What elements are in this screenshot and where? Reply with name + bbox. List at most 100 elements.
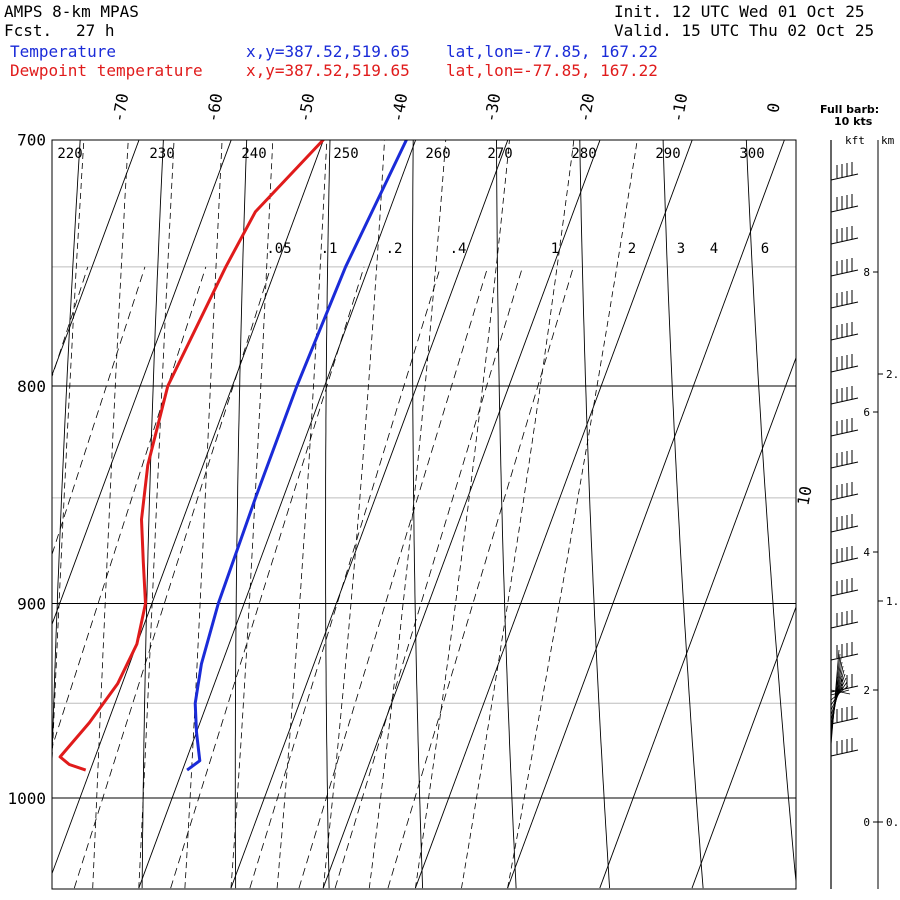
wind-barb: [830, 194, 859, 213]
chart-grid: [0, 113, 796, 889]
moist-adiabat: [322, 140, 385, 889]
temperature-tick-label: -50: [295, 92, 319, 124]
wind-barb-column: kft km 8 6 4 2 0 2. 1. 0.: [830, 134, 899, 889]
mixing-ratio-line: [298, 266, 489, 889]
mixing-ratio-line: [249, 266, 441, 889]
isotherm: [138, 140, 417, 889]
temperature-tick-label: 0: [763, 101, 783, 114]
isotherm: [0, 113, 57, 888]
kft-tick-label: 4: [863, 546, 870, 559]
dry-adiabat: [496, 140, 517, 889]
temperature-tick-label: -70: [109, 92, 133, 124]
dry-adiabat: [52, 140, 81, 775]
moist-adiabat: [415, 140, 510, 889]
theta-label: 290: [655, 146, 680, 162]
dry-adiabat: [325, 140, 331, 889]
mixing-ratio-label: .4: [450, 241, 467, 257]
legend-dewpoint-xy: x,y=387.52,519.65: [246, 61, 410, 80]
mixing-ratio-line: [170, 266, 365, 889]
isotherm: [52, 140, 232, 626]
kft-tick-label: 2: [863, 684, 870, 697]
legend-dewpoint-name: Dewpoint temperature: [10, 61, 203, 80]
mixing-ratio-label: .05: [266, 241, 291, 257]
wind-barb: [830, 258, 859, 277]
model-title: AMPS 8-km MPAS: [4, 2, 139, 21]
wind-barb: [830, 226, 859, 245]
isotherm: [691, 605, 796, 889]
moist-adiabat: [230, 140, 274, 889]
dry-adiabat: [662, 140, 704, 889]
km-tick-label: 1.: [886, 595, 899, 608]
moist-adiabat: [184, 140, 223, 889]
moist-adiabat: [92, 140, 129, 889]
wind-barb: [830, 322, 859, 341]
legend-temperature-xy: x,y=387.52,519.65: [246, 42, 410, 61]
wind-barb: [830, 578, 859, 597]
pressure-tick-label: 700: [17, 130, 46, 149]
forecast-hours: 27 h: [76, 21, 115, 40]
theta-label: 260: [425, 146, 450, 162]
dry-adiabat: [234, 140, 248, 889]
isotherm: [322, 140, 601, 889]
wind-barb: [830, 482, 859, 501]
temperature-tick-label: 10: [793, 485, 815, 507]
km-tick-label: 2.: [886, 368, 899, 381]
dry-adiabat: [745, 140, 796, 887]
mixing-ratio-label: 4: [710, 241, 718, 257]
wind-barb: [830, 546, 859, 565]
wind-barb: [830, 386, 859, 405]
dry-adiabat: [579, 140, 611, 889]
barb-legend-line2: 10 kts: [834, 115, 873, 128]
theta-label: 300: [739, 146, 764, 162]
wind-barb: [830, 290, 859, 309]
wind-barb: [830, 706, 859, 725]
wind-barb-lower: [830, 649, 840, 746]
moist-adiabat: [52, 140, 85, 771]
dewpoint-profile: [58, 140, 325, 772]
moist-adiabat: [461, 140, 575, 889]
wind-barb: [830, 610, 859, 629]
isotherm: [230, 140, 509, 889]
pressure-tick-label: 800: [17, 377, 46, 396]
isotherm: [52, 140, 140, 377]
temperature-tick-label: -10: [668, 92, 692, 124]
wind-barb: [830, 642, 859, 661]
km-label: km: [881, 134, 895, 147]
mixing-ratio-label: 3: [677, 241, 685, 257]
dry-adiabat: [141, 140, 164, 889]
temperature-tick-label: -40: [388, 92, 412, 124]
kft-tick-label: 8: [863, 266, 870, 279]
kft-tick-label: 0: [863, 816, 870, 829]
temperature-tick-label: -30: [481, 92, 505, 124]
temperature-tick-label: -20: [575, 92, 599, 124]
wind-barb: [830, 162, 859, 181]
isotherm: [599, 356, 796, 889]
mixing-ratio-label: .2: [386, 241, 403, 257]
mixing-ratio-label: 6: [761, 241, 769, 257]
mixing-ratio-label: 1: [551, 241, 559, 257]
km-tick-label: 0.: [886, 816, 899, 829]
dry-adiabat: [412, 140, 424, 889]
mixing-ratio-line: [73, 266, 272, 889]
barb-legend-line1: Full barb:: [820, 103, 880, 116]
wind-barb: [830, 450, 859, 469]
wind-barb: [830, 418, 859, 437]
theta-label: 230: [149, 146, 174, 162]
legend-temperature-name: Temperature: [10, 42, 116, 61]
kft-tick-label: 6: [863, 406, 870, 419]
plot-frame: [51, 139, 797, 890]
temperature-tick-label: -60: [203, 92, 227, 124]
legend-dewpoint-latlon: lat,lon=-77.85, 167.22: [446, 61, 658, 80]
mixing-ratio-line: [334, 266, 523, 889]
theta-label: 280: [571, 146, 596, 162]
mixing-ratio-label: 2: [628, 241, 636, 257]
init-time: Init. 12 UTC Wed 01 Oct 25: [614, 2, 865, 21]
theta-label: 220: [57, 146, 82, 162]
moist-adiabat: [276, 140, 328, 889]
theta-label: 240: [241, 146, 266, 162]
wind-barb: [830, 514, 859, 533]
moist-adiabat: [368, 140, 447, 889]
valid-time: Valid. 15 UTC Thu 02 Oct 25: [614, 21, 875, 40]
kft-label: kft: [845, 134, 865, 147]
